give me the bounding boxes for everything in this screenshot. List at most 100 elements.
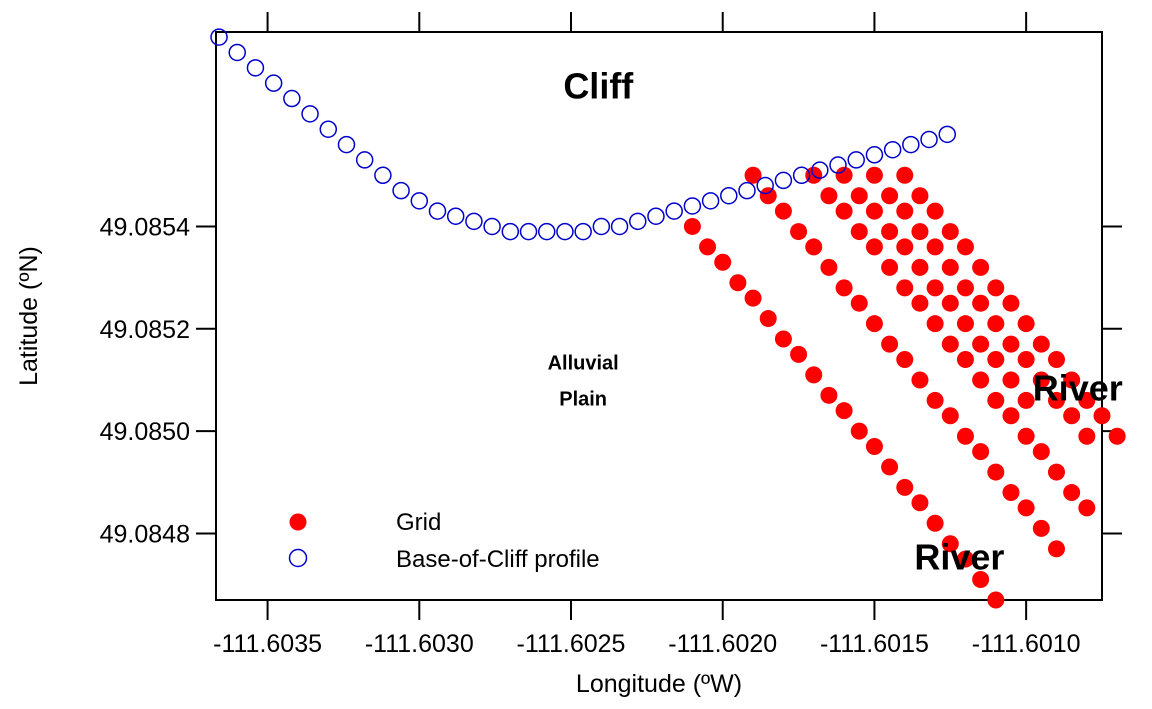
grid-point (1093, 407, 1111, 425)
base-of-cliff-point (264, 74, 283, 92)
grid-point (729, 274, 747, 292)
grid-point (911, 294, 929, 312)
base-of-cliff-point (574, 222, 592, 241)
base-of-cliff-point (811, 161, 829, 179)
grid-point (881, 258, 899, 276)
annotation-label: River (1033, 367, 1123, 408)
plot-frame (215, 31, 1103, 601)
y-axis: 49.0848 49.0850 49.0852 49.0854 (100, 213, 1122, 548)
grid-point (987, 350, 1005, 368)
grid-point (790, 223, 808, 241)
grid-point (911, 187, 929, 205)
base-of-cliff-point (228, 43, 246, 62)
base-of-cliff-point (938, 125, 957, 144)
grid-point (1063, 371, 1081, 389)
grid-point (1002, 294, 1020, 312)
grid-point (1078, 391, 1096, 409)
base-of-cliff-point (319, 120, 338, 138)
grid-point (1032, 519, 1050, 537)
base-of-cliff-point (720, 186, 738, 205)
base-of-cliff-point (883, 140, 902, 159)
grid-point (881, 223, 899, 241)
base-of-cliff-point (610, 217, 629, 236)
grid-point (881, 458, 899, 476)
grid-point (1047, 463, 1065, 481)
grid-point (1017, 391, 1035, 409)
grid-point (1017, 315, 1035, 333)
x-tick-label: -111.6025 (517, 630, 626, 658)
x-axis-title: Longitude (ºW) (576, 670, 742, 698)
grid-point (987, 279, 1005, 297)
base-of-cliff-point (483, 217, 501, 236)
grid-point (1063, 484, 1081, 502)
grid-point (774, 330, 792, 348)
grid-point (881, 187, 899, 205)
grid-point (956, 279, 974, 297)
grid-point (1047, 540, 1065, 558)
base-of-cliff-point (792, 166, 811, 185)
legend-marker-base-of-cliff (288, 548, 308, 568)
grid-point (865, 166, 883, 184)
grid-point (896, 202, 914, 220)
base-of-cliff-point (465, 212, 483, 231)
base-of-cliff-point (829, 156, 847, 174)
grid-point (1078, 427, 1096, 445)
grid-point (926, 391, 944, 409)
grid-point (972, 294, 990, 312)
base-of-cliff-point (556, 222, 574, 241)
grid-point (911, 223, 929, 241)
grid-point (972, 571, 990, 589)
base-of-cliff-point (337, 135, 356, 154)
grid-point (881, 335, 899, 353)
legend-label-base-of-cliff: Base-of-Cliff profile (396, 546, 600, 573)
grid-point (987, 315, 1005, 333)
grid-point (865, 238, 883, 256)
base-of-cliff-point (902, 135, 920, 154)
grid-point (835, 402, 853, 420)
grid-point (835, 279, 853, 297)
grid-point (835, 166, 853, 184)
grid-point (865, 315, 883, 333)
grid-point (941, 335, 959, 353)
grid-point (972, 371, 990, 389)
grid-point (850, 223, 868, 241)
base-of-cliff-point (701, 192, 720, 210)
grid-point (1002, 484, 1020, 502)
x-tick-label: -111.6030 (365, 630, 474, 658)
grid-point (972, 335, 990, 353)
base-of-cliff-point (501, 222, 520, 241)
grid-point (1108, 427, 1126, 445)
grid-point (683, 217, 701, 235)
grid-point (926, 315, 944, 333)
base-of-cliff-point (865, 146, 884, 164)
grid-point (699, 238, 717, 256)
x-tick-label: -111.6010 (972, 630, 1081, 658)
y-tick-label: 49.0848 (100, 520, 190, 548)
y-axis-title: Latitude (ºN) (15, 246, 43, 386)
grid-point (835, 202, 853, 220)
grid-point (790, 345, 808, 363)
legend: Grid Base-of-Cliff profile (288, 509, 600, 573)
annotation-label: Alluvial (548, 353, 619, 375)
grid-point (1032, 335, 1050, 353)
grid-point (896, 478, 914, 496)
grid-point (896, 166, 914, 184)
base-of-cliff-point (537, 222, 556, 241)
base-of-cliff-point (246, 59, 265, 77)
x-tick-label: -111.6035 (213, 630, 322, 658)
base-of-cliff-point (592, 217, 611, 236)
grid-point (850, 422, 868, 440)
grid-point (850, 187, 868, 205)
y-tick-label: 49.0852 (100, 316, 190, 344)
grid-point (941, 407, 959, 425)
annotation-label: Plain (559, 389, 607, 411)
base-of-cliff-point (392, 181, 410, 200)
plot-area (210, 28, 1126, 609)
grid-point (865, 202, 883, 220)
grid-point (926, 238, 944, 256)
grid-point (896, 350, 914, 368)
grid-point (941, 258, 959, 276)
base-of-cliff-point (683, 197, 702, 215)
base-of-cliff-point (738, 181, 756, 200)
grid-point (1017, 427, 1035, 445)
